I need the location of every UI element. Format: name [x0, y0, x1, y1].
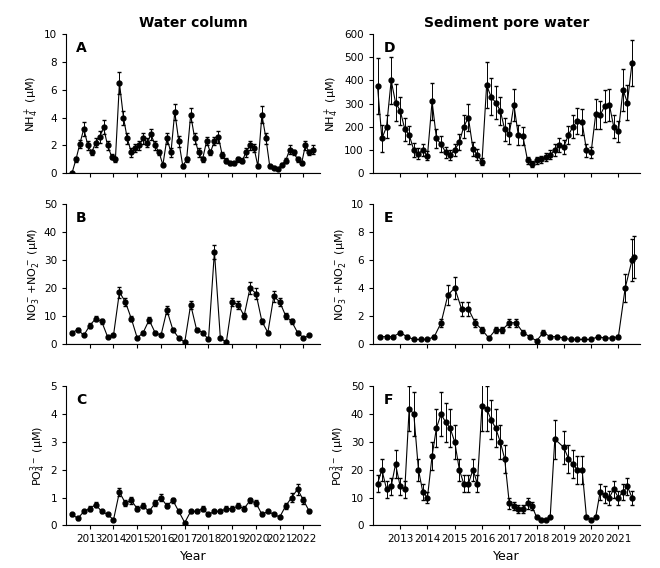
Text: B: B — [76, 211, 86, 225]
X-axis label: Year: Year — [180, 550, 207, 563]
Text: A: A — [76, 41, 87, 55]
Y-axis label: NH$_4^+$ (μM): NH$_4^+$ (μM) — [323, 76, 341, 132]
Text: E: E — [383, 211, 393, 225]
Y-axis label: NH$_4^+$ (μM): NH$_4^+$ (μM) — [22, 76, 41, 132]
Title: Water column: Water column — [139, 16, 248, 30]
Text: D: D — [383, 41, 395, 55]
Y-axis label: PO$_4^{3-}$ (μM): PO$_4^{3-}$ (μM) — [329, 425, 348, 486]
Y-axis label: NO$_3^-$+NO$_2^-$ (μM): NO$_3^-$+NO$_2^-$ (μM) — [26, 227, 41, 321]
Title: Sediment pore water: Sediment pore water — [424, 16, 589, 30]
Y-axis label: NO$_3^-$+NO$_2^-$ (μM): NO$_3^-$+NO$_2^-$ (μM) — [333, 227, 348, 321]
Text: C: C — [76, 393, 86, 407]
Text: F: F — [383, 393, 393, 407]
X-axis label: Year: Year — [493, 550, 520, 563]
Y-axis label: PO$_4^{3-}$ (μM): PO$_4^{3-}$ (μM) — [28, 425, 48, 486]
